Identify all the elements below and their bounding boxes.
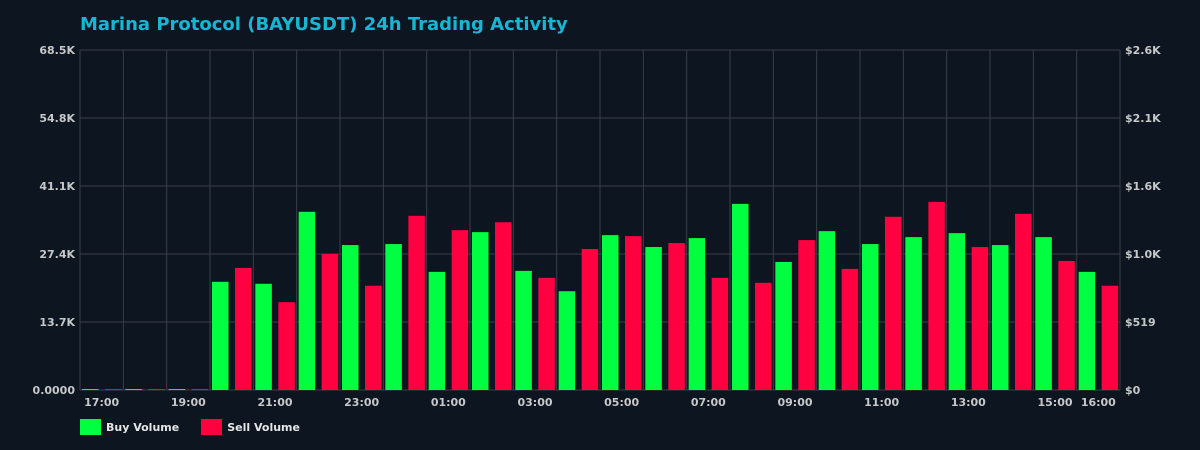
sell-bar — [625, 236, 642, 390]
x-tick-label: 15:00 — [1037, 396, 1072, 409]
buy-bar — [862, 244, 879, 390]
x-tick-label: 05:00 — [604, 396, 639, 409]
sell-bar — [1058, 260, 1075, 390]
buy-bar — [82, 389, 99, 391]
buy-bar — [818, 231, 836, 390]
x-tick-label: 13:00 — [951, 396, 986, 409]
x-tick-label: 01:00 — [431, 396, 466, 409]
sell-swatch — [201, 419, 223, 435]
y2-tick-label: $0 — [1125, 384, 1141, 397]
sell-bar — [885, 216, 902, 390]
buy-bar — [472, 232, 489, 390]
buy-bar — [255, 283, 272, 390]
x-tick-label: 03:00 — [517, 396, 552, 409]
x-tick-label: 21:00 — [257, 396, 292, 409]
buy-bar — [385, 244, 402, 390]
sell-bar — [1101, 285, 1119, 390]
sell-bar — [711, 277, 729, 390]
buy-bar — [775, 261, 792, 390]
x-tick-label: 23:00 — [344, 396, 379, 409]
buy-bar — [688, 238, 706, 390]
sell-bar — [841, 268, 859, 390]
buy-bar — [298, 211, 316, 390]
x-tick-label: 19:00 — [171, 396, 206, 409]
legend-label-sell: Sell Volume — [227, 420, 300, 434]
sell-bar — [148, 389, 165, 391]
x-tick-label: 11:00 — [864, 396, 899, 409]
legend: Buy Volume Sell Volume — [80, 419, 300, 435]
sell-bar — [191, 389, 209, 391]
y2-tick-label: $1.6K — [1125, 180, 1161, 193]
buy-bar — [558, 291, 576, 390]
sell-bar — [365, 285, 382, 390]
buy-bar — [905, 237, 922, 390]
buy-bar — [602, 235, 619, 390]
buy-bar — [645, 247, 662, 390]
y-tick-label: 54.8K — [39, 112, 75, 125]
sell-bar — [538, 277, 555, 390]
sell-bar — [581, 249, 599, 390]
y-tick-label: 0.0000 — [33, 384, 76, 397]
buy-bar — [1035, 237, 1052, 390]
y2-tick-label: $519 — [1125, 316, 1156, 329]
y2-tick-label: $2.1K — [1125, 112, 1161, 125]
buy-bar — [428, 271, 446, 390]
x-tick-label: 07:00 — [691, 396, 726, 409]
sell-bar — [1015, 213, 1032, 390]
x-tick-label: 17:00 — [84, 396, 119, 409]
buy-bar — [125, 389, 142, 391]
sell-bar — [755, 282, 772, 390]
sell-bar — [451, 230, 469, 390]
y-tick-label: 27.4K — [39, 248, 75, 261]
y2-tick-label: $1.0K — [1125, 248, 1161, 261]
buy-bar — [342, 245, 359, 390]
sell-bar — [971, 247, 989, 390]
legend-label-buy: Buy Volume — [106, 420, 180, 434]
sell-bar — [928, 201, 945, 390]
y-tick-label: 13.7K — [39, 316, 75, 329]
sell-bar — [235, 267, 252, 390]
buy-bar — [212, 281, 229, 390]
legend-item-buy[interactable]: Buy Volume — [80, 419, 179, 435]
sell-bar — [495, 222, 512, 390]
y2-tick-label: $2.6K — [1125, 44, 1161, 57]
sell-bar — [408, 215, 425, 390]
sell-bar — [105, 389, 122, 391]
buy-bar — [1078, 271, 1096, 390]
sell-bar — [321, 254, 339, 390]
buy-bar — [515, 270, 532, 390]
x-tick-label: 16:00 — [1081, 396, 1116, 409]
y-tick-label: 41.1K — [39, 180, 75, 193]
buy-bar — [168, 389, 186, 391]
buy-swatch — [80, 419, 101, 435]
buy-bar — [732, 203, 749, 390]
buy-bar — [992, 245, 1009, 390]
sell-bar — [798, 240, 815, 390]
legend-item-sell[interactable]: Sell Volume — [201, 419, 300, 435]
sell-bar — [668, 243, 685, 390]
y-tick-label: 68.5K — [39, 44, 75, 57]
x-tick-label: 09:00 — [777, 396, 812, 409]
chart-title: Marina Protocol (BAYUSDT) 24h Trading Ac… — [80, 14, 568, 35]
sell-bar — [278, 302, 295, 390]
buy-bar — [948, 233, 966, 390]
